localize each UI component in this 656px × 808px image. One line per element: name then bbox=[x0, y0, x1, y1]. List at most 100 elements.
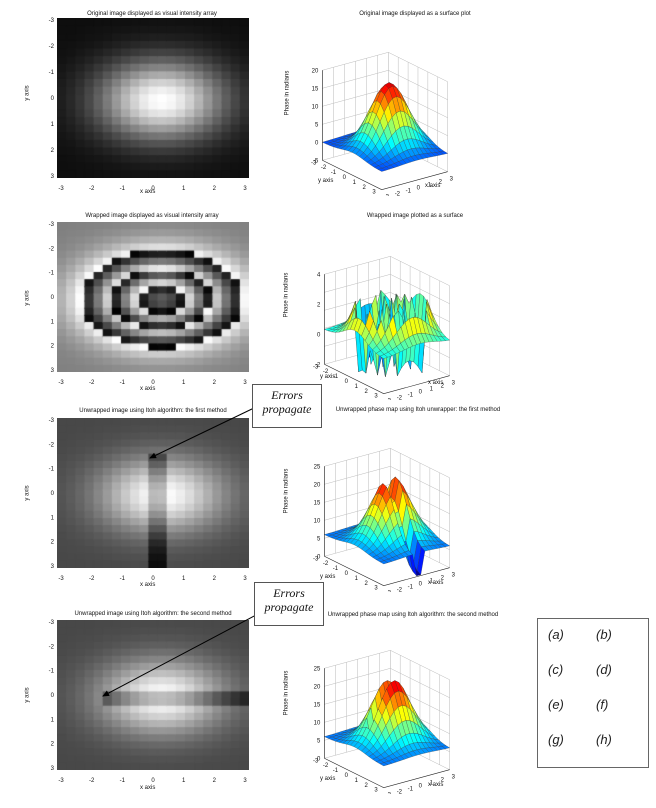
panel-a-xtick: 0 bbox=[151, 186, 155, 192]
panel-f-box-edge bbox=[324, 556, 450, 586]
panel-h-ytick: -3 bbox=[313, 758, 319, 764]
panel-g-ylabel: y axis bbox=[24, 687, 31, 703]
panel-g-ytick: -2 bbox=[49, 644, 55, 650]
panel-h-surface-patch bbox=[379, 762, 389, 767]
panel-b-xlabel: x axis bbox=[425, 183, 441, 189]
panel-b-xtick: 3 bbox=[450, 177, 454, 183]
panel-f-xtick: -2 bbox=[397, 588, 403, 592]
legend-label-f: (f) bbox=[596, 697, 609, 712]
panel-d-zlabel: Phase in radians bbox=[283, 272, 290, 318]
panel-h-xtick: -1 bbox=[408, 787, 414, 793]
panel-h-xtick: 2 bbox=[441, 778, 445, 784]
panel-d-xtick: 0 bbox=[419, 390, 423, 396]
panel-b-ytick: -1 bbox=[331, 170, 337, 176]
panel-c-ytick: 1 bbox=[51, 319, 55, 325]
panel-f-ytick: 0 bbox=[345, 571, 349, 577]
panel-a-ylabel: y axis bbox=[24, 85, 31, 101]
panel-h-box-edge bbox=[324, 758, 450, 788]
panel-f-ytick: 2 bbox=[364, 581, 368, 587]
panel-e-xtick: 3 bbox=[243, 576, 247, 582]
panel-a-ytick: -3 bbox=[49, 18, 55, 24]
panel-g-xtick: -1 bbox=[120, 778, 126, 784]
panel-b-xtick: -3 bbox=[384, 195, 390, 196]
panel-d-xtick: -2 bbox=[397, 396, 403, 400]
panel-b-ytick: -2 bbox=[321, 165, 327, 171]
panel-f-xtick: 3 bbox=[452, 573, 456, 579]
callout-1-line1: Errors bbox=[271, 388, 303, 402]
panel-e-ytick: 3 bbox=[51, 564, 55, 570]
panel-c-xtick: 2 bbox=[213, 380, 217, 386]
panel-c-ylabel: y axis bbox=[24, 290, 31, 306]
panel-g-ytick: -1 bbox=[49, 669, 55, 675]
panel-d-xlabel: x axis bbox=[428, 380, 444, 386]
panel-f-ztick: 25 bbox=[314, 464, 321, 470]
panel-e-ylabel: y axis bbox=[24, 485, 31, 501]
panel-h-xtick: -2 bbox=[397, 790, 403, 794]
panel-b-box-edge bbox=[322, 160, 448, 190]
panel-g-xtick: -3 bbox=[58, 778, 64, 784]
panel-a-title: Original image displayed as visual inten… bbox=[87, 11, 217, 17]
legend-label-g: (g) bbox=[548, 732, 564, 747]
panel-b-ytick: -3 bbox=[311, 160, 317, 166]
panel-g-ytick: 0 bbox=[51, 693, 55, 699]
panel-f-title: Unwrapped phase map using Itoh unwrapper… bbox=[335, 407, 501, 413]
panel-d-ztick: -2 bbox=[315, 362, 321, 368]
panel-d-xtick: 1 bbox=[430, 387, 434, 393]
panel-a-ytick: 3 bbox=[51, 174, 55, 180]
panel-h-ztick: 10 bbox=[314, 720, 321, 726]
panel-h-ytick: 1 bbox=[355, 778, 359, 784]
panel-e-xlabel: x axis bbox=[140, 582, 156, 588]
panel-f-xtick: 0 bbox=[419, 582, 423, 588]
panel-a-xlabel: x axis bbox=[140, 189, 156, 195]
panel-g-ytick: -3 bbox=[49, 620, 55, 626]
panel-b-xtick: -1 bbox=[406, 189, 412, 195]
panel-d-ytick: -2 bbox=[323, 369, 329, 375]
panel-d-box-edge bbox=[324, 364, 450, 394]
panel-b-ylabel: y axis bbox=[318, 178, 334, 184]
panel-d-ztick: 2 bbox=[317, 302, 321, 308]
panel-f-gridline bbox=[324, 448, 450, 478]
callout-errors-propagate-2: Errors propagate bbox=[254, 582, 324, 626]
panel-b-xtick: 2 bbox=[439, 180, 443, 186]
panel-e-xtick: -3 bbox=[58, 576, 64, 582]
panel-f-zlabel: Phase in radians bbox=[283, 468, 290, 514]
panel-g-xlabel: x axis bbox=[140, 785, 156, 791]
panel-e-ytick: 0 bbox=[51, 491, 55, 497]
panel-f-xtick: 2 bbox=[441, 576, 445, 582]
panel-f-ylabel: y axis bbox=[320, 574, 336, 580]
legend-label-c: (c) bbox=[548, 662, 564, 677]
legend-label-h: (h) bbox=[596, 732, 612, 747]
panel-c-xtick: -3 bbox=[58, 380, 64, 386]
callout-errors-propagate-1: Errors propagate bbox=[252, 384, 322, 428]
panel-g-xtick: 2 bbox=[213, 778, 217, 784]
panel-d-gridline bbox=[324, 256, 450, 286]
panel-b-gridline bbox=[322, 52, 448, 82]
panel-c-ytick: -3 bbox=[49, 222, 55, 228]
panel-c-ytick: -2 bbox=[49, 246, 55, 252]
panel-h-gridline bbox=[324, 650, 450, 680]
panel-h-xtick: 0 bbox=[419, 784, 423, 790]
panel-f-ztick: 15 bbox=[314, 500, 321, 506]
panel-b-surface-patch bbox=[377, 168, 387, 172]
panel-f-ztick: 20 bbox=[314, 482, 321, 488]
panel-g-ytick: 2 bbox=[51, 742, 55, 748]
panel-c-ytick: 3 bbox=[51, 368, 55, 374]
callout-1-line2: propagate bbox=[262, 402, 312, 416]
panel-e-xtick: -2 bbox=[89, 576, 95, 582]
legend-label-e: (e) bbox=[548, 697, 564, 712]
panel-b-xtick: 0 bbox=[417, 186, 421, 192]
panel-g-xtick: 1 bbox=[182, 778, 186, 784]
panel-g-ytick: 1 bbox=[51, 717, 55, 723]
panel-g-xtick: 0 bbox=[151, 778, 155, 784]
panel-d-ylabel: y axis bbox=[320, 374, 336, 380]
panel-a-xtick: 3 bbox=[243, 186, 247, 192]
panel-c-xtick: -2 bbox=[89, 380, 95, 386]
panel-e-xtick: -1 bbox=[120, 576, 126, 582]
panel-f-ytick: 3 bbox=[374, 586, 378, 592]
panel-a-ytick: 1 bbox=[51, 122, 55, 128]
panel-b-ztick: 0 bbox=[315, 140, 319, 146]
